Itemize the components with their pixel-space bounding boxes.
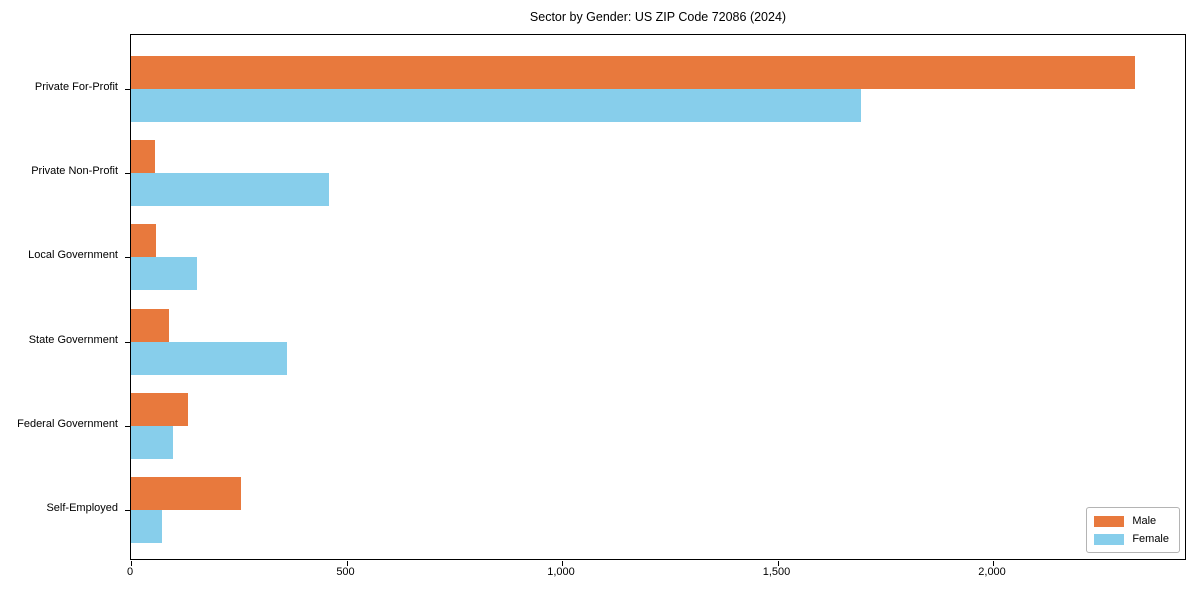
- bar-male-self-employed: [131, 477, 241, 510]
- male-series-swatch: [1094, 515, 1125, 527]
- x-tick-mark: [131, 561, 132, 566]
- bar-female-private-non-profit: [131, 173, 329, 207]
- y-tick-mark: [125, 173, 130, 175]
- bar-female-local-government: [131, 257, 197, 291]
- bar-male-private-for-profit: [131, 56, 1136, 89]
- bar-female-self-employed: [131, 510, 163, 543]
- x-tick-mark: [993, 561, 995, 566]
- y-axis-labels: Private For-Profit Private Non-Profit Loca…: [0, 34, 122, 560]
- bar-male-private-non-profit: [131, 140, 156, 174]
- x-tick-label-2000: 2,000: [978, 566, 1006, 578]
- bar-female-private-for-profit: [131, 89, 862, 122]
- plot-area: Male Female: [125, 34, 1186, 566]
- chart-title: Sector by Gender: US ZIP Code 72086 (202…: [529, 10, 787, 24]
- x-tick-label-1500: 1,500: [762, 566, 791, 578]
- y-tick-mark: [125, 510, 130, 511]
- bar-male-federal-government: [131, 392, 188, 426]
- x-axis-labels: 0 500 1,000 1,500 2,000: [0, 566, 1200, 586]
- legend-item-male: Male: [1094, 515, 1169, 527]
- y-tick-label-state-government: State Government: [28, 333, 118, 346]
- x-tick-mark: [562, 561, 564, 566]
- bar-female-state-government: [131, 341, 288, 375]
- legend-item-female: Female: [1094, 533, 1169, 545]
- bar-male-local-government: [131, 224, 156, 258]
- y-tick-label-self-employed: Self-Employed: [46, 502, 118, 514]
- legend-label-male: Male: [1132, 515, 1157, 527]
- y-tick-label-private-for-profit: Private For-Profit: [34, 81, 118, 93]
- y-tick-label-local-government: Local Government: [28, 249, 118, 262]
- bar-male-state-government: [131, 308, 169, 342]
- y-tick-mark: [125, 89, 130, 90]
- x-tick-mark: [346, 561, 348, 566]
- female-series-swatch: [1094, 533, 1125, 545]
- x-tick-mark: [777, 561, 779, 566]
- y-tick-mark: [125, 425, 130, 427]
- y-tick-mark: [125, 257, 130, 259]
- y-tick-label-private-non-profit: Private Non-Profit: [31, 165, 118, 178]
- legend-label-female: Female: [1132, 533, 1169, 545]
- x-tick-label-0: 0: [126, 566, 134, 578]
- x-tick-label-500: 500: [336, 566, 355, 578]
- bar-female-federal-government: [131, 425, 173, 459]
- legend: Male Female: [1086, 507, 1180, 553]
- x-tick-label-1000: 1,000: [547, 566, 575, 578]
- y-tick-label-federal-government: Federal Government: [17, 417, 118, 430]
- y-tick-mark: [125, 341, 130, 343]
